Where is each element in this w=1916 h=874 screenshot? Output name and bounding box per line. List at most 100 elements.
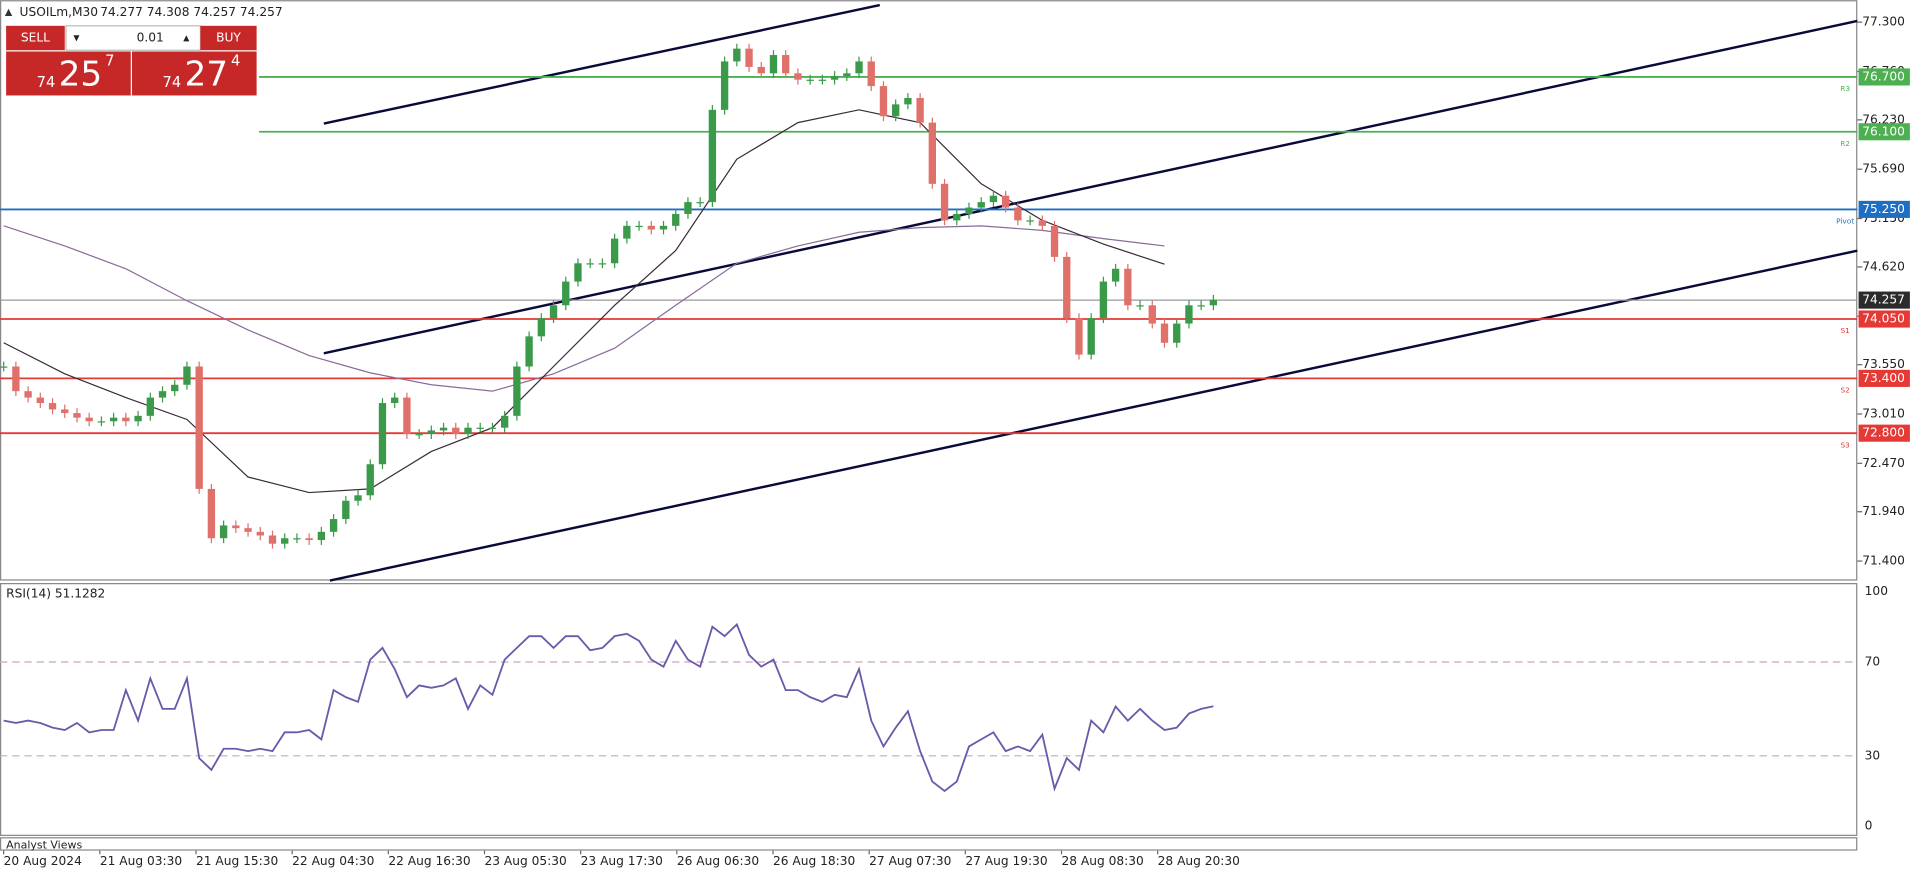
buy-button[interactable]	[200, 25, 257, 51]
lot-input[interactable]	[65, 25, 202, 51]
candle	[1148, 305, 1156, 324]
candle	[1050, 225, 1059, 257]
candle	[146, 397, 154, 416]
candle	[0, 366, 8, 368]
main-frame	[0, 0, 1858, 581]
candle	[867, 61, 875, 87]
candle	[977, 202, 985, 208]
candle	[1063, 256, 1071, 319]
price-tick-label: 71.400	[1862, 554, 1905, 568]
rsi-line	[3, 622, 1214, 793]
candle	[879, 86, 888, 117]
ask-box[interactable]	[131, 51, 257, 96]
candle	[1111, 268, 1120, 282]
candle	[183, 366, 191, 385]
candle	[366, 464, 374, 496]
price-tick-label: 74.620	[1862, 259, 1905, 273]
buy-label: BUY	[216, 31, 241, 45]
level-price: 74.050	[1862, 312, 1905, 326]
price-tick-label: 72.470	[1862, 456, 1905, 470]
candle	[293, 538, 301, 540]
candle	[48, 403, 57, 410]
bid-sup: 7	[105, 52, 114, 69]
candle	[378, 403, 387, 465]
rsi-tick-label: 100	[1865, 584, 1888, 598]
candle	[623, 225, 631, 239]
rsi-frame	[0, 583, 1858, 836]
lot-up[interactable]: ▴	[183, 31, 190, 45]
candle	[855, 61, 863, 74]
rsi-label: RSI(14) 51.1282	[6, 587, 105, 601]
moving-average	[3, 225, 1165, 392]
time-tick-label: 26 Aug 18:30	[773, 854, 855, 868]
ask-big: 74	[163, 74, 182, 91]
candle	[610, 238, 619, 264]
candle	[73, 413, 81, 418]
level-price: 72.800	[1862, 426, 1905, 440]
sell-button[interactable]	[6, 25, 65, 51]
candle	[500, 415, 509, 428]
candle	[329, 519, 338, 532]
time-tick-label: 26 Aug 06:30	[677, 854, 759, 868]
candle	[953, 213, 961, 221]
candle	[439, 427, 448, 431]
level-price: 75.250	[1862, 202, 1905, 216]
candle	[195, 366, 203, 489]
collapse-icon[interactable]	[4, 8, 13, 17]
level-tag: R2	[1840, 139, 1850, 148]
candle	[769, 55, 778, 74]
candle	[818, 79, 827, 81]
candle	[647, 225, 655, 230]
bid-box[interactable]	[6, 51, 131, 96]
price-tick-label: 73.550	[1862, 357, 1905, 371]
time-tick-label: 23 Aug 05:30	[484, 854, 566, 868]
level-price-box	[1858, 424, 1910, 442]
lot-down[interactable]: ▾	[73, 31, 80, 45]
time-tick-label: 28 Aug 08:30	[1061, 854, 1143, 868]
candle	[635, 225, 643, 228]
candle	[537, 318, 545, 337]
candle	[464, 427, 472, 435]
level-tag: S3	[1840, 440, 1850, 449]
candle	[1209, 299, 1218, 306]
candle	[928, 122, 937, 184]
candle	[782, 55, 790, 74]
price-tick-label: 77.300	[1862, 15, 1905, 29]
level-price: 76.700	[1862, 69, 1905, 83]
level-tag: S1	[1840, 326, 1849, 335]
candle	[354, 495, 362, 501]
time-tick-label: 27 Aug 07:30	[869, 854, 951, 868]
candle	[85, 417, 93, 422]
trend-line	[323, 3, 881, 125]
current-price-box	[1858, 291, 1910, 309]
candle	[268, 535, 277, 544]
sell-label: SELL	[21, 31, 50, 45]
candle	[916, 97, 924, 123]
time-tick-label: 28 Aug 20:30	[1158, 854, 1240, 868]
candle	[281, 538, 289, 544]
candle	[1087, 318, 1095, 355]
time-tick-label: 21 Aug 03:30	[100, 854, 182, 868]
time-tick-label: 22 Aug 16:30	[388, 854, 470, 868]
current-price: 74.257	[1862, 293, 1905, 307]
candle	[305, 538, 313, 541]
candle	[843, 73, 851, 77]
level-price-box	[1858, 369, 1910, 387]
level-price: 76.100	[1862, 124, 1905, 138]
candle	[1099, 281, 1108, 319]
candle	[134, 415, 142, 422]
time-tick-label: 21 Aug 15:30	[196, 854, 278, 868]
candle	[219, 525, 228, 539]
candle	[1160, 323, 1169, 343]
price-tick-label: 76.230	[1862, 112, 1905, 126]
level-price-box	[1858, 310, 1910, 328]
candle	[1185, 305, 1193, 324]
candle	[415, 434, 423, 436]
candle	[342, 500, 350, 520]
candle	[1014, 207, 1022, 221]
candle	[904, 97, 912, 105]
candle	[488, 427, 497, 429]
candle	[427, 430, 436, 435]
candle	[830, 76, 839, 80]
